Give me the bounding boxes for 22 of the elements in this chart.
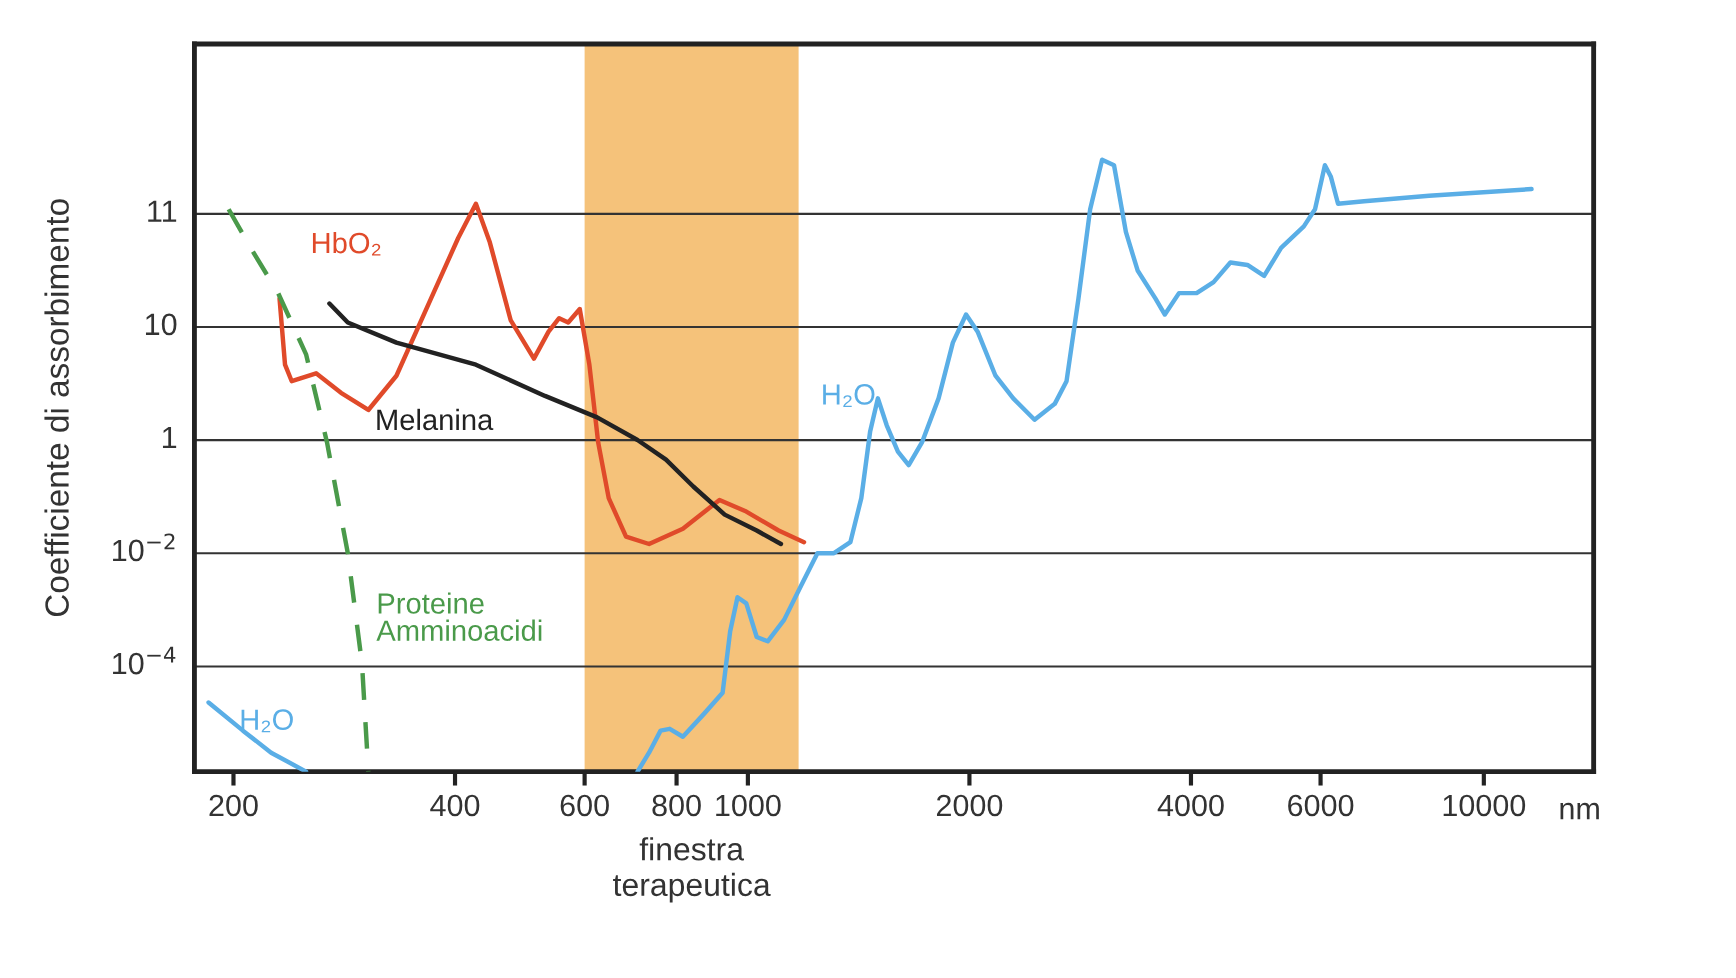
x-tick-label: 4000 [1157,794,1224,817]
x-tick-label: 400 [430,794,480,817]
series-label: Proteine Amminoacidi [376,592,542,641]
series-label: H₂O [823,384,875,407]
band-label: finestra terapeutica [613,837,771,903]
series-label: HbO₂ [312,231,381,256]
x-tick-label: 6000 [1288,794,1354,817]
text: 10$^{−4}$ [113,646,176,675]
x-tick-label: 1000 [716,794,781,817]
text: 10$^{−2}$ [113,533,175,562]
x-tick-label: 600 [560,794,609,817]
x-tick-label: 800 [652,794,701,817]
x-tick-label: 2000 [936,794,1003,817]
x-tick-label: 200 [209,794,258,817]
text: 10 [145,313,177,336]
text: 11 [148,200,177,222]
series-label: H₂O [241,709,293,733]
series-label: Melanina [377,408,494,431]
x-axis-title: nm [1560,802,1599,820]
x-tick-label: 10000 [1443,794,1526,817]
text: 1 [162,427,177,449]
y-axis-title: Coefficiente di assorbimento [44,199,69,617]
